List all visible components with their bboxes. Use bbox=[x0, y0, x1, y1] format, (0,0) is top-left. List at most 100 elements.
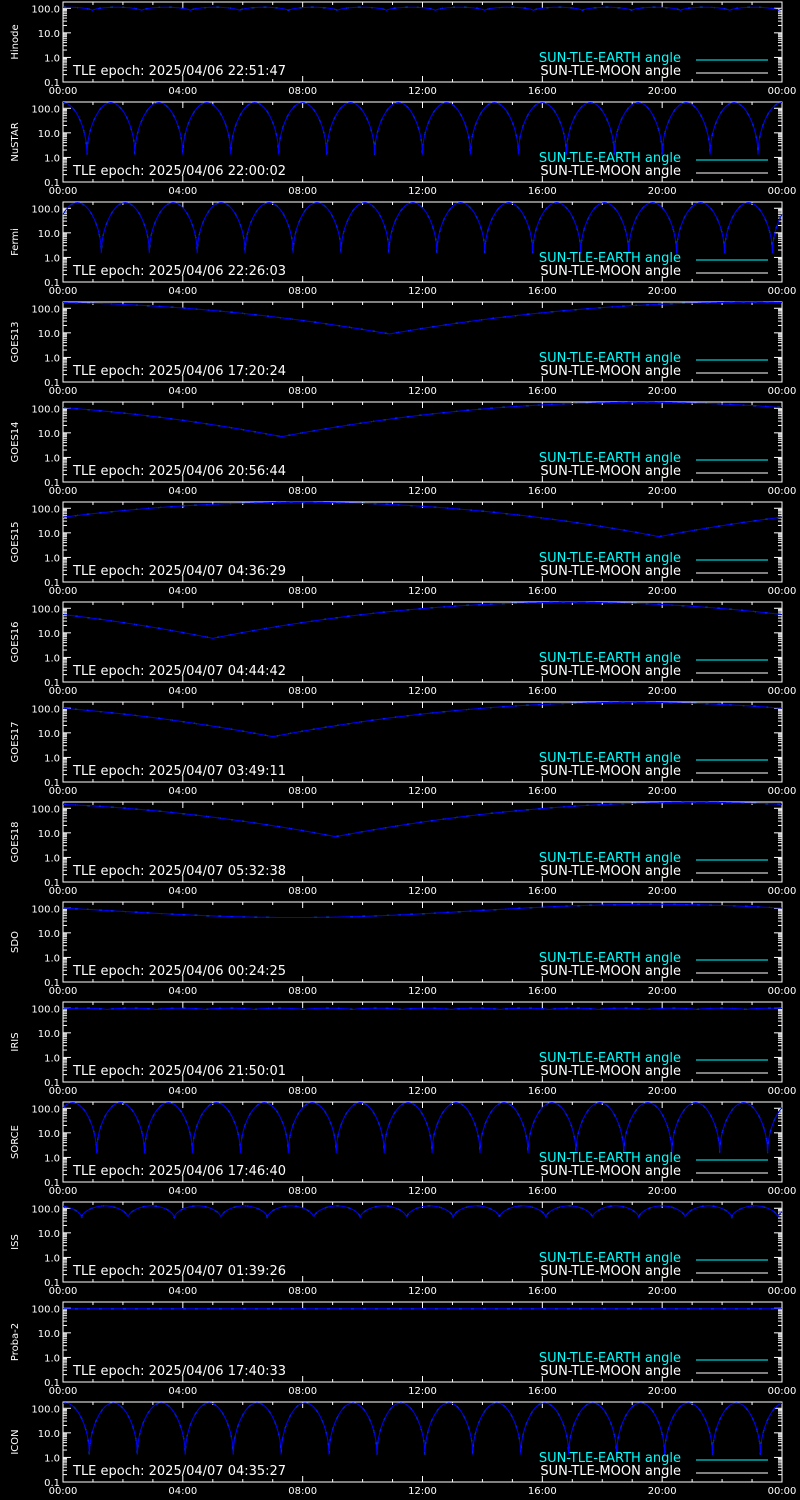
satellite-label: NuSTAR bbox=[10, 122, 21, 161]
tle-epoch-label: TLE epoch: 2025/04/06 17:46:40 bbox=[72, 1164, 286, 1179]
y-tick-label: 1.0 bbox=[44, 753, 60, 764]
y-tick-label: 10.0 bbox=[38, 1429, 60, 1440]
x-tick-label: 12:00 bbox=[408, 86, 437, 97]
x-tick-label: 00:00 bbox=[768, 686, 797, 697]
y-tick-label: 100.0 bbox=[31, 1304, 60, 1315]
x-tick-label: 20:00 bbox=[648, 786, 677, 797]
satellite-label: GOES17 bbox=[10, 721, 21, 762]
panel-goes18: 100.010.01.00.100:00 04:00 08:00 12:00 16:00… bbox=[10, 801, 797, 897]
sun-tle-moon-series bbox=[63, 6, 783, 12]
y-tick-label: 100.0 bbox=[31, 204, 60, 215]
x-tick-label: 16:00 bbox=[528, 686, 557, 697]
legend-moon-label: SUN-TLE-MOON angle bbox=[540, 64, 681, 79]
x-tick-label: 12:00 bbox=[408, 1186, 437, 1197]
x-tick-label: 20:00 bbox=[648, 886, 677, 897]
y-tick-label: 1.0 bbox=[44, 353, 60, 364]
y-tick-label: 0.1 bbox=[44, 1078, 60, 1089]
x-tick-label: 04:00 bbox=[168, 1086, 197, 1097]
legend-earth-label: SUN-TLE-EARTH angle bbox=[539, 151, 681, 166]
legend-earth-label: SUN-TLE-EARTH angle bbox=[539, 651, 681, 666]
sun-tle-moon-series bbox=[62, 202, 783, 254]
x-tick-label: 20:00 bbox=[648, 686, 677, 697]
x-tick-label: 00:00 bbox=[768, 486, 797, 497]
x-tick-label: 12:00 bbox=[408, 186, 437, 197]
y-tick-label: 0.1 bbox=[44, 878, 60, 889]
x-tick-label: 16:00 bbox=[528, 286, 557, 297]
y-tick-label: 100.0 bbox=[31, 1204, 60, 1215]
y-tick-label: 100.0 bbox=[31, 604, 60, 615]
y-tick-label: 0.1 bbox=[44, 178, 60, 189]
x-tick-label: 08:00 bbox=[288, 586, 317, 597]
y-tick-label: 0.1 bbox=[44, 1178, 60, 1189]
x-tick-label: 16:00 bbox=[528, 886, 557, 897]
x-tick-label: 00:00 bbox=[768, 86, 797, 97]
x-tick-label: 20:00 bbox=[648, 1086, 677, 1097]
panel-sdo: 100.010.01.00.100:00 04:00 08:00 12:00 16:00… bbox=[10, 901, 796, 997]
tle-epoch-label: TLE epoch: 2025/04/07 04:35:27 bbox=[72, 1464, 286, 1479]
panel-goes13: 100.010.01.00.100:00 04:00 08:00 12:00 16:00… bbox=[10, 301, 797, 397]
x-tick-label: 20:00 bbox=[648, 1286, 677, 1297]
y-tick-label: 100.0 bbox=[31, 404, 60, 415]
x-tick-label: 20:00 bbox=[648, 1486, 677, 1497]
x-tick-label: 16:00 bbox=[528, 486, 557, 497]
x-tick-label: 08:00 bbox=[288, 86, 317, 97]
x-tick-label: 08:00 bbox=[288, 986, 317, 997]
panel-fermi: 100.010.01.00.100:00 04:00 08:00 12:00 16:00… bbox=[10, 201, 797, 297]
y-tick-label: 0.1 bbox=[44, 478, 60, 489]
x-tick-label: 04:00 bbox=[168, 586, 197, 597]
y-tick-label: 0.1 bbox=[44, 1378, 60, 1389]
y-tick-label: 10.0 bbox=[38, 1329, 60, 1340]
y-tick-label: 100.0 bbox=[31, 504, 60, 515]
x-tick-label: 00:00 bbox=[768, 386, 797, 397]
x-tick-label: 12:00 bbox=[408, 1386, 437, 1397]
x-tick-label: 12:00 bbox=[408, 486, 437, 497]
y-tick-label: 0.1 bbox=[44, 1278, 60, 1289]
satellite-label: GOES14 bbox=[10, 421, 21, 462]
tle-epoch-label: TLE epoch: 2025/04/06 17:40:33 bbox=[72, 1364, 286, 1379]
y-tick-label: 100.0 bbox=[31, 1404, 60, 1415]
legend-moon-label: SUN-TLE-MOON angle bbox=[540, 1464, 681, 1479]
x-tick-label: 00:00 bbox=[768, 286, 797, 297]
sun-tle-moon-series bbox=[63, 401, 783, 438]
x-tick-label: 00:00 bbox=[768, 1086, 797, 1097]
panel-goes17: 100.010.01.00.100:00 04:00 08:00 12:00 16:00… bbox=[10, 701, 796, 797]
x-tick-label: 00:00 bbox=[49, 1286, 78, 1297]
tle-epoch-label: TLE epoch: 2025/04/07 03:49:11 bbox=[72, 764, 286, 779]
x-tick-label: 00:00 bbox=[49, 1186, 78, 1197]
x-tick-label: 00:00 bbox=[49, 1086, 78, 1097]
x-tick-label: 00:00 bbox=[49, 186, 78, 197]
legend-earth-label: SUN-TLE-EARTH angle bbox=[539, 451, 681, 466]
x-tick-label: 04:00 bbox=[168, 86, 197, 97]
y-tick-label: 100.0 bbox=[31, 4, 60, 15]
panel-iris: 100.010.01.00.100:00 04:00 08:00 12:00 16:00… bbox=[10, 1001, 797, 1097]
sun-tle-moon-series bbox=[63, 903, 783, 918]
legend-moon-label: SUN-TLE-MOON angle bbox=[540, 764, 681, 779]
y-tick-label: 10.0 bbox=[38, 1229, 60, 1240]
tle-epoch-label: TLE epoch: 2025/04/06 22:00:02 bbox=[72, 164, 286, 179]
x-tick-label: 00:00 bbox=[768, 886, 797, 897]
x-tick-label: 12:00 bbox=[408, 1486, 437, 1497]
y-tick-label: 0.1 bbox=[44, 278, 60, 289]
legend-moon-label: SUN-TLE-MOON angle bbox=[540, 164, 681, 179]
x-tick-label: 16:00 bbox=[528, 1486, 557, 1497]
satellite-label: SDO bbox=[10, 931, 21, 953]
x-tick-label: 00:00 bbox=[768, 1386, 797, 1397]
tle-epoch-label: TLE epoch: 2025/04/06 17:20:24 bbox=[72, 364, 286, 379]
x-tick-label: 16:00 bbox=[528, 386, 557, 397]
y-tick-label: 1.0 bbox=[44, 453, 60, 464]
legend-earth-label: SUN-TLE-EARTH angle bbox=[539, 751, 681, 766]
satellite-label: ISS bbox=[10, 1234, 21, 1250]
x-tick-label: 08:00 bbox=[288, 1286, 317, 1297]
x-tick-label: 16:00 bbox=[528, 1286, 557, 1297]
x-tick-label: 08:00 bbox=[288, 1186, 317, 1197]
x-tick-label: 04:00 bbox=[168, 1286, 197, 1297]
x-tick-label: 00:00 bbox=[768, 186, 797, 197]
x-tick-label: 12:00 bbox=[408, 686, 437, 697]
y-tick-label: 1.0 bbox=[44, 253, 60, 264]
x-tick-label: 04:00 bbox=[168, 786, 197, 797]
y-tick-label: 10.0 bbox=[38, 829, 60, 840]
y-tick-label: 10.0 bbox=[38, 429, 60, 440]
panel-goes15: 100.010.01.00.100:00 04:00 08:00 12:00 16:00… bbox=[10, 501, 796, 597]
sun-tle-moon-series bbox=[62, 501, 783, 538]
x-tick-label: 12:00 bbox=[408, 386, 437, 397]
